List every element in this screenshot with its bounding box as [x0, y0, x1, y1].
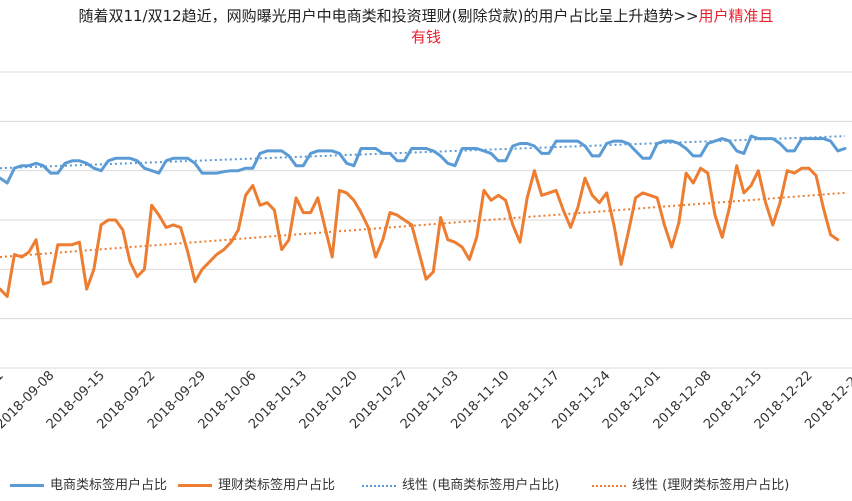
legend-item-ecommerce-trend: 线性 (电商类标签用户占比) [362, 474, 559, 493]
legend-item-finance-trend: 线性 (理财类标签用户占比) [592, 474, 789, 493]
series-line-1 [0, 164, 840, 298]
chart-title-highlight: 用户精准且 [698, 7, 774, 25]
legend-label-ecommerce: 电商类标签用户占比 [50, 478, 168, 493]
legend-label-ecommerce-trend: 线性 (电商类标签用户占比) [402, 478, 560, 493]
chart-title: 随着双11/双12趋近，网购曝光用户中电商类和投资理财(剔除贷款)的用户占比呈上… [0, 6, 852, 48]
legend-label-finance-trend: 线性 (理财类标签用户占比) [632, 478, 790, 493]
legend-swatch-finance-trend [592, 484, 626, 487]
line-chart: 2018-09-012018-09-082018-09-152018-09-22… [0, 71, 852, 432]
chart-title-highlight-line2: 有钱 [410, 28, 441, 46]
legend-item-ecommerce: 电商类标签用户占比 [10, 474, 167, 493]
chart-legend: 电商类标签用户占比 理财类标签用户占比 线性 (电商类标签用户占比) 线性 (理… [0, 470, 852, 494]
legend-label-finance: 理财类标签用户占比 [218, 478, 336, 493]
legend-swatch-finance [178, 484, 212, 487]
legend-swatch-ecommerce-trend [362, 484, 396, 487]
legend-item-finance: 理财类标签用户占比 [178, 474, 335, 493]
chart-title-main: 随着双11/双12趋近，网购曝光用户中电商类和投资理财(剔除贷款)的用户占比呈上… [78, 7, 699, 25]
legend-swatch-ecommerce [10, 484, 44, 487]
trendline-1 [0, 191, 846, 258]
series-line-0 [0, 134, 847, 185]
